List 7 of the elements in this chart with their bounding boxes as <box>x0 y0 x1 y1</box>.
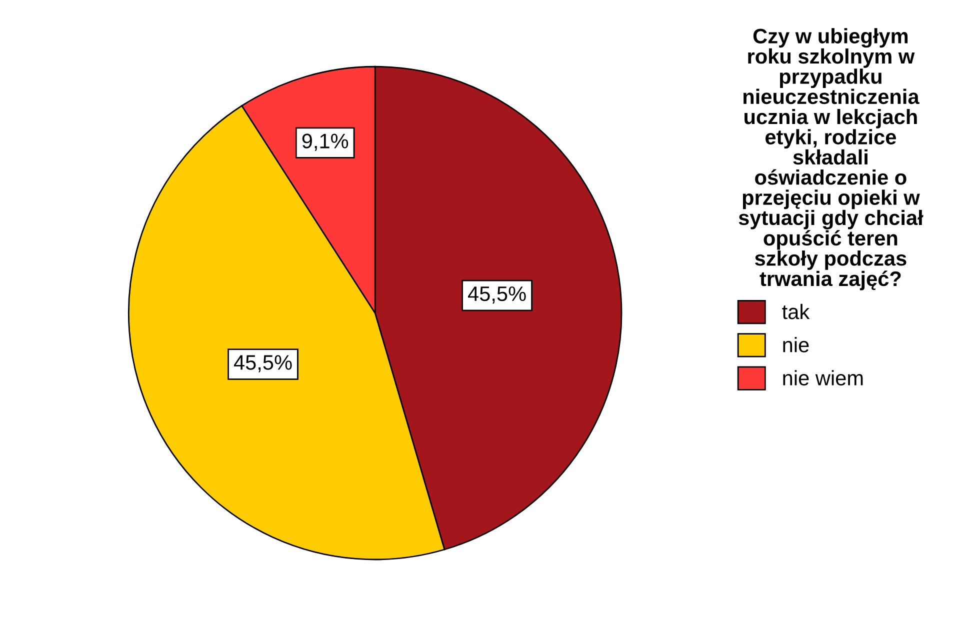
data-label: 45,5% <box>234 355 292 372</box>
data-label: 9,1% <box>302 134 348 151</box>
text: Czy w ubiegłym roku szkolnym w przypadku nieuczestniczenia ucznia w lekcjach etyki, rodzice składali oświadczenie o przejęciu opieki w sytuacji gdy chciał opuścić teren szkoły podczas trwania zajęć? <box>738 28 924 290</box>
legend-label: nie <box>783 337 809 352</box>
legend-label: tak <box>782 304 810 320</box>
data-label: 45,5% <box>468 286 526 304</box>
legend-label: nie wiem <box>783 370 863 386</box>
